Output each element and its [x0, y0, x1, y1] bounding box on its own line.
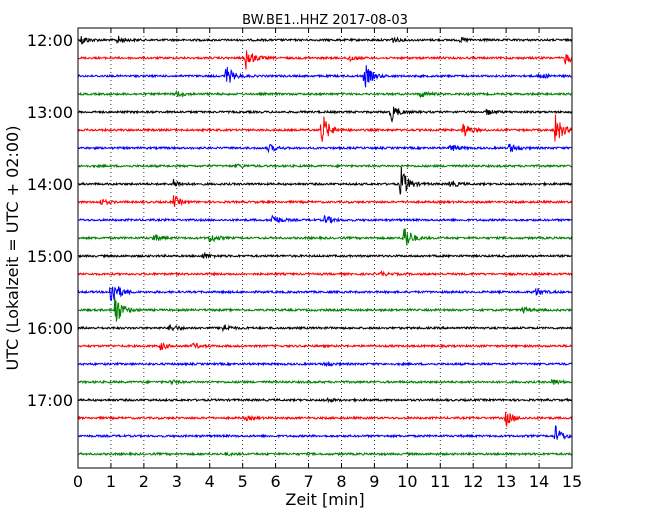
- x-tick-label: 4: [205, 472, 215, 491]
- y-axis-label: UTC (Lokalzeit = UTC + 02:00): [3, 126, 22, 371]
- x-tick-label: 14: [529, 472, 549, 491]
- trace-14-45: [77, 228, 573, 246]
- y-tick-label: 12:00: [27, 31, 73, 50]
- trace-17-00: [77, 396, 573, 404]
- x-tick-label: 2: [139, 472, 149, 491]
- x-tick-label: 1: [106, 472, 116, 491]
- y-tick-label: 14:00: [27, 175, 73, 194]
- trace-12-30: [77, 65, 573, 88]
- grid: [110, 28, 540, 468]
- x-tick-label: 7: [303, 472, 313, 491]
- trace-14-30: [77, 214, 573, 224]
- trace-12-45: [77, 89, 573, 99]
- trace-12-00: [77, 35, 573, 45]
- x-axis-label: Zeit [min]: [285, 490, 364, 509]
- trace-13-00: [77, 106, 573, 123]
- trace-12-15: [77, 50, 573, 70]
- x-tick-label: 9: [369, 472, 379, 491]
- x-tick-label: 5: [238, 472, 248, 491]
- x-tick-label: 6: [271, 472, 281, 491]
- trace-15-15: [77, 269, 573, 277]
- trace-14-00: [77, 166, 573, 195]
- trace-15-45: [77, 297, 573, 322]
- trace-17-15: [77, 411, 573, 428]
- x-tick-label: 12: [463, 472, 483, 491]
- x-tick-label: 11: [430, 472, 450, 491]
- trace-16-45: [77, 378, 573, 386]
- x-tick-label: 8: [336, 472, 346, 491]
- trace-16-15: [77, 341, 573, 351]
- trace-16-30: [77, 360, 573, 368]
- trace-13-45: [77, 163, 573, 169]
- trace-14-15: [77, 195, 573, 207]
- trace-15-00: [77, 251, 573, 260]
- x-tick-label: 15: [562, 472, 582, 491]
- trace-15-30: [77, 286, 573, 301]
- y-tick-label: 13:00: [27, 103, 73, 122]
- trace-13-30: [77, 143, 573, 154]
- x-axis: 0 1 2 3 4 5 6 7 8 9 10 11 12 13 14 15: [73, 28, 582, 491]
- y-tick-label: 16:00: [27, 319, 73, 338]
- x-tick-label: 10: [397, 472, 417, 491]
- x-tick-label: 13: [496, 472, 516, 491]
- x-tick-label: 3: [172, 472, 182, 491]
- y-tick-label: 15:00: [27, 247, 73, 266]
- chart-title: BW.BE1..HHZ 2017-08-03: [242, 13, 408, 28]
- y-tick-label: 17:00: [27, 391, 73, 410]
- trace-16-00: [77, 324, 573, 333]
- trace-17-30: [77, 425, 573, 440]
- trace-17-45: [77, 451, 573, 457]
- x-tick-label: 0: [73, 472, 83, 491]
- y-axis: 12:00 13:00 14:00 15:00 16:00 17:00: [27, 31, 572, 410]
- plot-frame: [77, 27, 573, 469]
- traces: [77, 35, 573, 457]
- trace-13-15: [77, 114, 573, 142]
